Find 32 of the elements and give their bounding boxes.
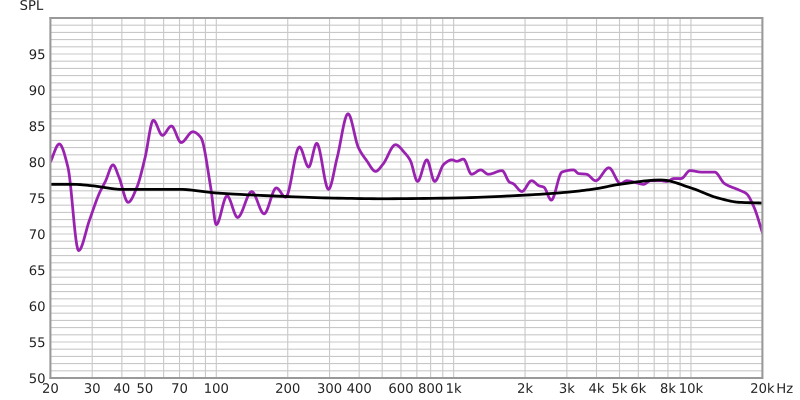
y-tick-label: 80 bbox=[30, 157, 45, 168]
y-tick-label: 65 bbox=[30, 265, 44, 276]
y-tick-label: 90 bbox=[30, 85, 45, 96]
x-tick-label: 30 bbox=[84, 383, 100, 394]
x-tick-label: 100 bbox=[205, 383, 228, 394]
y-tick-label: 85 bbox=[30, 121, 44, 132]
y-tick-label: 95 bbox=[30, 49, 44, 60]
x-tick-label: 600 bbox=[389, 383, 413, 394]
x-tick-label: 6k bbox=[631, 382, 646, 394]
x-tick-label: 1k bbox=[447, 382, 462, 393]
y-tick-label: 50 bbox=[30, 373, 45, 384]
x-tick-label: 20k bbox=[751, 382, 775, 394]
y-tick-label: 70 bbox=[30, 229, 45, 240]
x-tick-label: 5k bbox=[612, 382, 628, 394]
x-tick-label: 800 bbox=[418, 383, 442, 394]
x-tick-label: 400 bbox=[347, 383, 371, 394]
x-tick-label: 3k bbox=[560, 382, 575, 394]
y-tick-label: 75 bbox=[30, 193, 44, 204]
x-axis-title: Hz bbox=[778, 383, 793, 393]
y-axis-title: SPL bbox=[20, 0, 44, 10]
y-tick-label: 55 bbox=[30, 337, 44, 348]
x-tick-label: 20 bbox=[42, 383, 58, 394]
x-tick-label: 4k bbox=[589, 382, 604, 393]
x-tick-label: 50 bbox=[137, 383, 152, 394]
x-tick-label: 2k bbox=[518, 382, 534, 393]
y-tick-label: 60 bbox=[30, 301, 45, 312]
x-tick-label: 200 bbox=[276, 383, 300, 394]
x-tick-label: 300 bbox=[318, 383, 342, 394]
x-tick-label: 8k bbox=[660, 382, 676, 394]
x-tick-label: 70 bbox=[172, 383, 188, 394]
x-tick-label: 40 bbox=[114, 383, 130, 394]
x-tick-label: 10k bbox=[680, 382, 704, 394]
